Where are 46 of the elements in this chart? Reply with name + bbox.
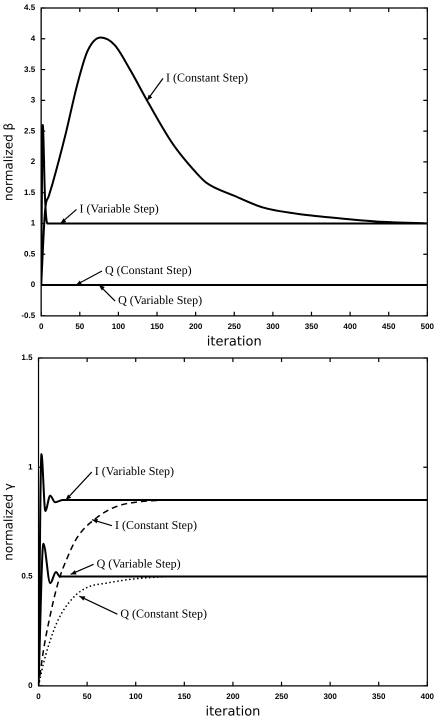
y-axis-title: normalized γ bbox=[1, 483, 16, 561]
x-tick-label: 300 bbox=[323, 692, 338, 701]
y-tick-label: 0.5 bbox=[24, 249, 36, 258]
y-tick-label: 4.5 bbox=[24, 3, 36, 12]
annotation: Q (Constant Step) bbox=[104, 263, 192, 278]
annotation: Q (Variable Step) bbox=[118, 293, 202, 308]
y-tick-label: 2.5 bbox=[24, 126, 36, 136]
y-tick-label: -0.5 bbox=[21, 311, 36, 320]
y-tick-label: 0 bbox=[28, 681, 34, 690]
x-tick-label: 0 bbox=[38, 322, 44, 331]
x-tick-label: 150 bbox=[150, 322, 164, 331]
x-tick-label: 50 bbox=[75, 322, 85, 331]
x-tick-label: 100 bbox=[129, 692, 143, 701]
y-tick-label: 0.5 bbox=[21, 572, 34, 581]
x-tick-label: 50 bbox=[82, 692, 92, 701]
y-tick-label: 3.5 bbox=[24, 64, 36, 74]
x-tick-label: 200 bbox=[188, 322, 203, 331]
y-tick-label: 1.5 bbox=[24, 188, 36, 197]
x-tick-label: 150 bbox=[178, 692, 192, 701]
y-tick-label: 4 bbox=[30, 34, 36, 43]
annotation: Q (Constant Step) bbox=[120, 606, 208, 620]
y-tick-label: 1 bbox=[28, 462, 34, 472]
x-tick-label: 400 bbox=[343, 322, 358, 331]
x-axis-title: iteration bbox=[205, 704, 260, 720]
annotation: I (Constant Step) bbox=[166, 70, 248, 84]
x-tick-label: 250 bbox=[274, 692, 289, 701]
annotation: I (Variable Step) bbox=[79, 202, 159, 216]
y-tick-label: 2 bbox=[30, 157, 36, 166]
x-tick-label: 400 bbox=[420, 692, 435, 701]
y-tick-label: 3 bbox=[30, 96, 36, 105]
x-tick-label: 500 bbox=[420, 322, 435, 331]
annotation: Q (Variable Step) bbox=[96, 556, 181, 571]
x-tick-label: 200 bbox=[226, 692, 240, 701]
y-axis-title: normalized β bbox=[1, 122, 16, 201]
x-tick-label: 350 bbox=[372, 692, 386, 701]
annotation: I (Constant Step) bbox=[114, 518, 197, 532]
y-tick-label: 0 bbox=[30, 280, 36, 290]
y-tick-label: 1.5 bbox=[21, 353, 34, 362]
x-tick-label: 350 bbox=[304, 322, 319, 331]
annotation: I (Variable Step) bbox=[94, 464, 174, 478]
y-tick-label: 1 bbox=[30, 218, 36, 228]
x-tick-label: 250 bbox=[228, 322, 242, 331]
x-tick-label: 100 bbox=[112, 322, 126, 331]
x-tick-label: 300 bbox=[266, 322, 280, 331]
x-tick-label: 450 bbox=[382, 322, 396, 331]
x-axis-title: iteration bbox=[206, 334, 262, 350]
